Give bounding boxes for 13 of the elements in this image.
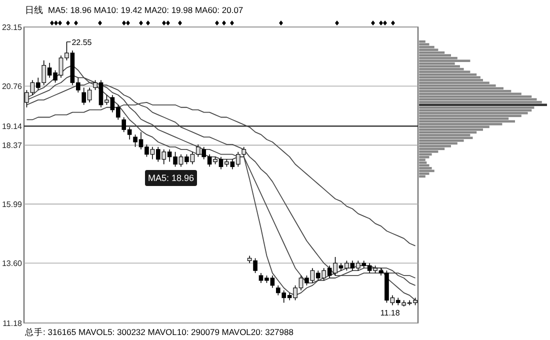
chart-title: 日线	[25, 5, 43, 15]
y-tick-label: 19.14	[2, 122, 23, 132]
y-tick-label: 13.60	[2, 259, 23, 268]
y-tick-label: 15.99	[2, 200, 23, 210]
annotation: 22.55	[72, 38, 92, 47]
text: 总手: 316165 MAVOL5: 300232 MAVOL10: 290079 MAVOL20: 327988	[24, 327, 294, 337]
y-tick-label: 23.15	[2, 23, 23, 32]
annotation: MA5: 18.96	[148, 173, 194, 183]
annotation: 11.18	[380, 308, 400, 318]
y-tick-label: 18.37	[2, 141, 23, 150]
chart-subtitle: MA5: 18.96 MA10: 19.42 MA20: 19.98 MA60: 20.07	[48, 5, 244, 15]
y-tick-label: 20.76	[2, 82, 23, 92]
y-tick-label: 11.18	[2, 319, 23, 328]
